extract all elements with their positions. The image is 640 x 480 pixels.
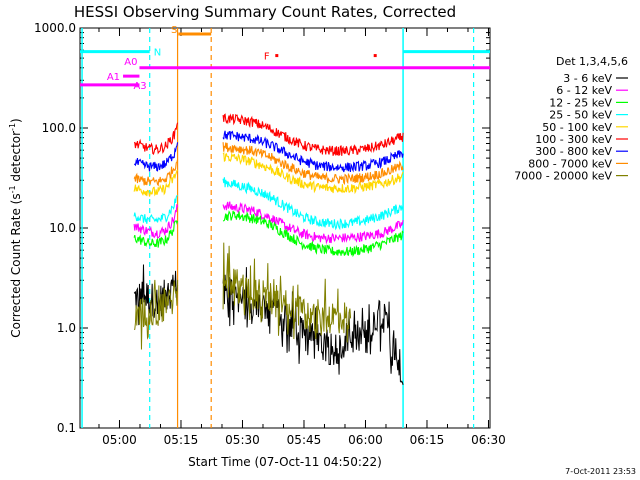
series-line bbox=[222, 130, 404, 173]
attenuator-a0-label: A0 bbox=[124, 57, 137, 68]
x-tick-label: 06:30 bbox=[471, 433, 506, 447]
y-tick-label: 1000.0 bbox=[34, 21, 76, 35]
series-line bbox=[133, 279, 179, 350]
x-tick-label: 06:00 bbox=[348, 433, 383, 447]
night-label: N bbox=[154, 48, 161, 59]
chart-title: HESSI Observing Summary Count Rates, Cor… bbox=[74, 3, 456, 21]
saa-label: S bbox=[171, 25, 177, 36]
y-tick-label: 0.1 bbox=[57, 421, 76, 435]
x-tick-label: 05:15 bbox=[164, 433, 199, 447]
legend-entry-label: 100 - 300 keV bbox=[535, 133, 612, 146]
legend-entry-label: 3 - 6 keV bbox=[563, 72, 612, 85]
series-line bbox=[133, 122, 179, 156]
series-layer bbox=[133, 113, 404, 385]
annotation-layer: A0 A1 A3 N S F bbox=[80, 25, 490, 92]
series-12-25keV bbox=[133, 210, 404, 258]
attenuator-a1-label: A1 bbox=[107, 72, 120, 83]
series-line bbox=[222, 267, 404, 385]
legend-entry-label: 25 - 50 keV bbox=[549, 109, 612, 122]
series-25-50keV bbox=[133, 177, 404, 231]
series-line bbox=[133, 159, 179, 187]
legend-entry-label: 6 - 12 keV bbox=[556, 84, 612, 97]
legend-entry-label: 300 - 800 keV bbox=[535, 145, 612, 158]
y-tick-label: 1.0 bbox=[57, 321, 76, 335]
time-markers bbox=[81, 28, 475, 428]
x-tick-label: 06:15 bbox=[410, 433, 445, 447]
flare-marker bbox=[373, 54, 377, 58]
y-axis-label: Corrected Count Rate (s-1 detector-1) bbox=[8, 118, 23, 337]
y-tick-label: 10.0 bbox=[49, 221, 76, 235]
date-stamp: 7-Oct-2011 23:53 bbox=[565, 467, 636, 476]
series-line bbox=[222, 242, 352, 343]
x-tick-label: 05:30 bbox=[225, 433, 260, 447]
axis-ticks bbox=[80, 27, 490, 429]
series-line bbox=[222, 177, 404, 231]
series-line bbox=[133, 169, 179, 197]
series-line bbox=[133, 194, 178, 224]
series-800-7000keV bbox=[133, 142, 404, 187]
legend-entry-label: 800 - 7000 keV bbox=[528, 157, 612, 170]
series-line bbox=[134, 142, 179, 172]
series-50-100keV bbox=[133, 151, 404, 197]
series-line bbox=[133, 204, 179, 239]
attenuator-a3-label: A3 bbox=[133, 81, 146, 92]
series-100-300keV bbox=[133, 113, 404, 157]
flare-marker bbox=[275, 54, 279, 58]
x-tick-labels: 05:00 05:15 05:30 05:45 06:00 06:15 06:30 bbox=[102, 433, 506, 447]
series-300-800keV bbox=[134, 130, 404, 173]
x-axis-label: Start Time (07-Oct-11 04:50:22) bbox=[188, 455, 382, 469]
legend-entry-label: 50 - 100 keV bbox=[542, 121, 612, 134]
x-tick-label: 05:45 bbox=[287, 433, 322, 447]
legend-title: Det 1,3,4,5,6 bbox=[556, 55, 628, 68]
series-6-12keV bbox=[133, 201, 404, 245]
series-line bbox=[222, 142, 404, 186]
flare-label: F bbox=[264, 52, 270, 63]
x-tick-label: 05:00 bbox=[102, 433, 137, 447]
legend-entry-label: 12 - 25 keV bbox=[549, 96, 612, 109]
series-line bbox=[222, 210, 404, 258]
y-tick-label: 100.0 bbox=[42, 121, 76, 135]
y-tick-labels: 0.1 1.0 10.0 100.0 1000.0 bbox=[34, 21, 76, 435]
series-line bbox=[222, 201, 404, 245]
series-line bbox=[222, 151, 404, 195]
series-line bbox=[133, 220, 179, 248]
legend-entry-label: 7000 - 20000 keV bbox=[514, 170, 612, 183]
series-7000-20000keV bbox=[133, 242, 352, 350]
series-line bbox=[222, 113, 404, 157]
